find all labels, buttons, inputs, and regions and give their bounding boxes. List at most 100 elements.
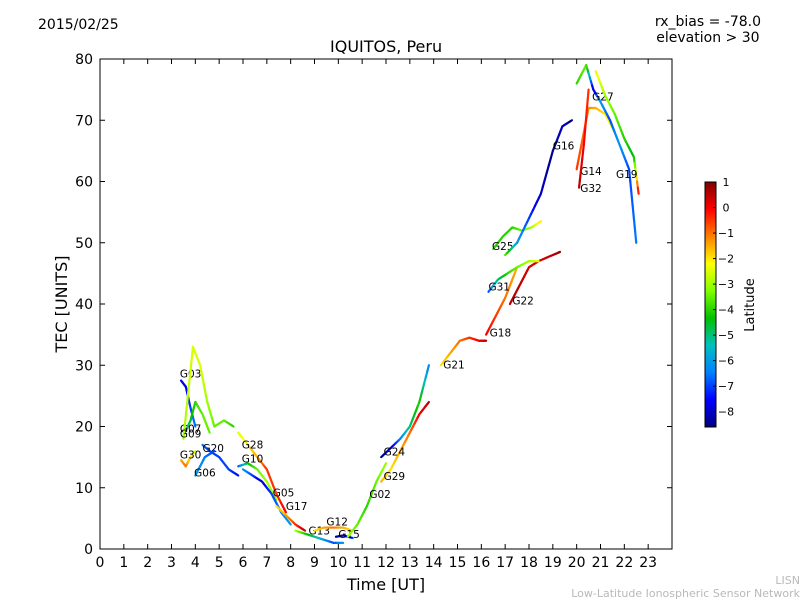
series-segment bbox=[182, 422, 187, 440]
colorbar-tick-label: −2 bbox=[718, 253, 734, 266]
credit-long: Low-Latitude Ionospheric Sensor Network bbox=[571, 587, 800, 600]
x-tick-label: 8 bbox=[286, 555, 295, 571]
series-segment bbox=[547, 156, 552, 167]
y-tick-label: 0 bbox=[84, 542, 93, 558]
series-segment bbox=[193, 422, 197, 428]
series-segment bbox=[211, 449, 216, 454]
y-tick-label: 30 bbox=[75, 358, 93, 374]
series-label-g02: G02 bbox=[369, 489, 391, 501]
x-tick-label: 7 bbox=[262, 555, 271, 571]
series-g32: G32 bbox=[577, 88, 602, 195]
series-g06: G06 bbox=[194, 449, 216, 480]
series-g18: G18 bbox=[485, 266, 519, 339]
series-segment bbox=[581, 150, 585, 161]
series-layer: G03G07G09G30G20G06G28G10G05G17G13G12G15G… bbox=[180, 64, 640, 544]
x-axis: 0 1 2 3 4 5 6 7 8 9 10 11 12 13 14 15 16 17 18 19 20 21 22 23 bbox=[96, 59, 657, 571]
y-tick-label: 10 bbox=[75, 481, 93, 497]
series-segment bbox=[636, 186, 640, 195]
credit-short: LISN bbox=[775, 574, 800, 587]
series-g29: G29 bbox=[380, 400, 430, 483]
series-segment bbox=[539, 185, 545, 195]
series-g12: G12 bbox=[313, 517, 354, 532]
series-label-g14: G14 bbox=[580, 166, 602, 178]
series-segment bbox=[579, 165, 583, 175]
series-g30: G30 bbox=[180, 449, 201, 468]
x-tick-label: 6 bbox=[239, 555, 248, 571]
x-axis-label: Time [UT] bbox=[346, 575, 425, 594]
series-segment bbox=[287, 521, 292, 526]
series-g20: G20 bbox=[201, 443, 240, 477]
series-segment bbox=[183, 407, 188, 425]
credit-block: LISN Low-Latitude Ionospheric Sensor Net… bbox=[571, 574, 800, 600]
x-tick-label: 17 bbox=[496, 555, 514, 571]
series-segment bbox=[584, 116, 588, 128]
series-segment bbox=[557, 250, 562, 254]
y-tick-label: 50 bbox=[75, 236, 93, 252]
x-tick-label: 13 bbox=[401, 555, 419, 571]
series-segment bbox=[187, 376, 191, 394]
series-segment bbox=[585, 97, 589, 110]
series-segment bbox=[629, 180, 633, 195]
series-segment bbox=[582, 134, 586, 146]
y-tick-label: 70 bbox=[75, 113, 93, 129]
series-g28: G28 bbox=[237, 431, 287, 514]
series-segment bbox=[426, 400, 430, 406]
series-segment bbox=[581, 143, 585, 153]
series-segment bbox=[273, 495, 278, 502]
colorbar-tick-label: 1 bbox=[723, 176, 730, 189]
series-label-g27: G27 bbox=[592, 92, 614, 104]
series-label-g24: G24 bbox=[384, 446, 406, 458]
x-tick-label: 10 bbox=[329, 555, 347, 571]
x-tick-label: 1 bbox=[119, 555, 128, 571]
colorbar-tick-label: −1 bbox=[718, 227, 734, 240]
x-tick-label: 15 bbox=[449, 555, 467, 571]
x-tick-label: 14 bbox=[425, 555, 443, 571]
series-segment bbox=[190, 345, 195, 364]
x-tick-label: 0 bbox=[96, 555, 105, 571]
series-g02: G02 bbox=[346, 462, 391, 538]
series-segment bbox=[543, 171, 548, 181]
series-label-g19: G19 bbox=[616, 169, 638, 181]
series-segment bbox=[235, 473, 240, 477]
series-segment bbox=[283, 508, 287, 514]
series-label-g31: G31 bbox=[488, 282, 510, 294]
x-tick-label: 11 bbox=[353, 555, 371, 571]
series-g16: G16 bbox=[504, 119, 575, 257]
x-tick-label: 16 bbox=[472, 555, 490, 571]
series-segment bbox=[188, 361, 193, 379]
colorbar-tick-label: −3 bbox=[718, 278, 734, 291]
series-segment bbox=[627, 168, 632, 183]
colorbar-bar bbox=[704, 181, 717, 428]
series-g21: G21 bbox=[439, 336, 488, 371]
colorbar-tick-label: −4 bbox=[718, 304, 734, 317]
colorbar-tick-label: 0 bbox=[723, 202, 730, 215]
x-tick-label: 21 bbox=[592, 555, 610, 571]
series-label-g10: G10 bbox=[242, 454, 264, 466]
y-axis: 0 10 20 30 40 50 60 70 80 bbox=[75, 52, 672, 558]
series-label-g17: G17 bbox=[286, 501, 308, 513]
series-segment bbox=[185, 391, 190, 410]
colorbar-tick-label: −6 bbox=[718, 355, 734, 368]
series-label-g09: G09 bbox=[180, 429, 202, 441]
series-segment bbox=[426, 364, 430, 373]
series-label-g18: G18 bbox=[490, 327, 512, 339]
series-segment bbox=[302, 528, 307, 532]
y-tick-label: 20 bbox=[75, 420, 93, 436]
series-segment bbox=[383, 462, 388, 468]
colorbar-tick-label: −5 bbox=[718, 329, 734, 342]
series-segment bbox=[207, 428, 211, 434]
series-label-g32: G32 bbox=[580, 183, 602, 195]
series-segment bbox=[585, 106, 589, 119]
series-segment bbox=[583, 125, 587, 137]
x-tick-label: 20 bbox=[568, 555, 586, 571]
y-tick-label: 60 bbox=[75, 175, 93, 191]
x-tick-label: 22 bbox=[615, 555, 633, 571]
colorbar-label: Latitude bbox=[743, 278, 758, 332]
series-label-g06: G06 bbox=[194, 468, 216, 480]
series-segment bbox=[586, 88, 590, 100]
series-label-g28: G28 bbox=[242, 440, 264, 452]
series-g19: G19 bbox=[594, 70, 640, 195]
series-g05: G05 bbox=[241, 468, 294, 526]
y-tick-label: 80 bbox=[75, 52, 93, 68]
